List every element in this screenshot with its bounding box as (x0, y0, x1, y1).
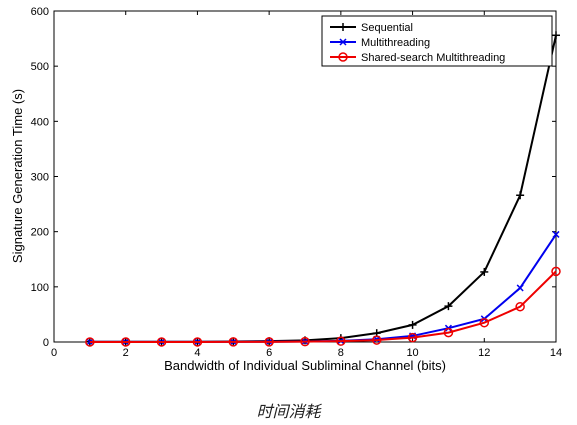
figure-caption: 时间消耗 (256, 402, 321, 421)
circle-marker (85, 337, 95, 347)
y-tick-label: 500 (31, 61, 49, 73)
series-3 (85, 266, 561, 347)
legend-entry: Shared-search Multithreading (330, 52, 505, 64)
legend-label: Multithreading (361, 37, 430, 49)
x-tick-label: 8 (338, 347, 344, 359)
circle-marker (515, 301, 525, 312)
legend-label: Shared-search Multithreading (361, 52, 505, 64)
x-axis-label: Bandwidth of Individual Subliminal Chann… (164, 358, 446, 373)
x-tick-label: 14 (550, 347, 562, 359)
circle-marker (300, 336, 310, 347)
y-tick-label: 100 (31, 282, 49, 294)
circle-marker (407, 332, 418, 343)
circle-marker (479, 317, 490, 328)
x-tick-label: 2 (123, 347, 129, 359)
y-tick-label: 0 (43, 337, 49, 349)
chart: 0 2 4 6 8 10 12 14 0 100 200 300 400 500 600 Bandwidth… (10, 6, 562, 373)
circle-marker (336, 336, 346, 346)
y-tick-label: 300 (31, 172, 49, 184)
circle-marker (443, 327, 454, 338)
circle-marker (338, 52, 348, 62)
circle-marker (264, 337, 274, 347)
y-tick-label: 600 (31, 6, 49, 18)
circle-marker (228, 337, 239, 347)
x-tick-label: 0 (51, 347, 57, 359)
x-tick-label: 12 (478, 347, 490, 359)
circle-marker (192, 337, 203, 347)
legend-box (321, 15, 553, 67)
series-lines (85, 31, 561, 347)
x-marker-b (339, 38, 347, 46)
legend-label: Sequential (361, 22, 413, 34)
axis-ticks: 0 2 4 6 8 10 12 14 0 100 200 300 400 500 600 (31, 6, 562, 359)
x-marker-b (516, 284, 524, 292)
y-tick-label: 400 (31, 116, 49, 128)
circle-marker (120, 337, 131, 347)
circle-marker (551, 266, 561, 277)
x-tick-label: 6 (266, 347, 272, 359)
legend-entry: Sequential (330, 22, 413, 34)
y-axis-label: Signature Generation Time (s) (10, 89, 25, 263)
series-line (89, 270, 557, 343)
x-marker-b (552, 230, 560, 238)
legend-entry: Multithreading (330, 37, 430, 49)
legend: Sequential Multithreading Shared-search Mu… (321, 15, 553, 67)
y-tick-label: 200 (31, 227, 49, 239)
x-tick-label: 4 (194, 347, 200, 359)
circle-marker (371, 335, 382, 345)
x-tick-label: 10 (406, 347, 418, 359)
circle-marker (156, 337, 167, 347)
